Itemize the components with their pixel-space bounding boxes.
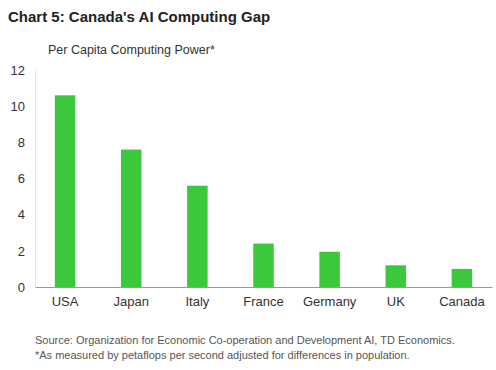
- bar: [386, 265, 407, 287]
- x-tick-label: Italy: [185, 294, 209, 309]
- chart: Chart 5: Canada's AI Computing Gap Per Ca…: [0, 0, 496, 370]
- x-tick-label: UK: [387, 294, 405, 309]
- y-tick-label: 12: [11, 63, 25, 78]
- y-tick: 0: [18, 280, 35, 295]
- x-tick: Japan: [114, 287, 149, 309]
- y-axis: 0 2 4 6 8 10 12: [11, 63, 36, 295]
- y-tick: 12: [11, 63, 35, 78]
- y-tick-label: 4: [18, 207, 25, 222]
- x-tick-label: Japan: [114, 294, 149, 309]
- x-tick: Germany: [303, 287, 357, 309]
- y-tick: 8: [18, 135, 35, 150]
- x-tick: France: [243, 287, 283, 309]
- bars: [55, 95, 472, 287]
- y-tick-label: 6: [18, 171, 25, 186]
- y-axis-title: Per Capita Computing Power*: [48, 43, 215, 57]
- y-tick: 4: [18, 207, 35, 222]
- x-tick-label: USA: [52, 294, 79, 309]
- y-tick-label: 0: [18, 280, 25, 295]
- y-tick: 2: [18, 243, 35, 258]
- bar: [253, 244, 274, 287]
- x-tick-label: Germany: [303, 294, 357, 309]
- bar: [452, 269, 473, 287]
- x-tick: USA: [52, 287, 79, 309]
- source: Source: Organization for Economic Co-ope…: [35, 334, 455, 346]
- x-tick: UK: [387, 287, 405, 309]
- x-tick-label: Canada: [439, 294, 485, 309]
- x-tick-label: France: [243, 294, 283, 309]
- y-tick-label: 2: [18, 243, 25, 258]
- footnote: *As measured by petaflops per second adj…: [35, 349, 410, 361]
- bar: [319, 252, 340, 287]
- y-tick: 10: [11, 99, 35, 114]
- y-tick: 6: [18, 171, 35, 186]
- x-axis-line: [36, 287, 493, 288]
- x-axis: USA Japan Italy France Germany UK Canada: [36, 287, 493, 309]
- x-tick: Canada: [439, 287, 485, 309]
- y-tick-label: 10: [11, 99, 25, 114]
- title: Chart 5: Canada's AI Computing Gap: [8, 8, 270, 25]
- bar: [55, 95, 76, 287]
- y-tick-label: 8: [18, 135, 25, 150]
- bar: [187, 186, 208, 287]
- y-axis-line: [35, 71, 36, 288]
- x-tick: Italy: [185, 287, 209, 309]
- bar: [121, 150, 142, 287]
